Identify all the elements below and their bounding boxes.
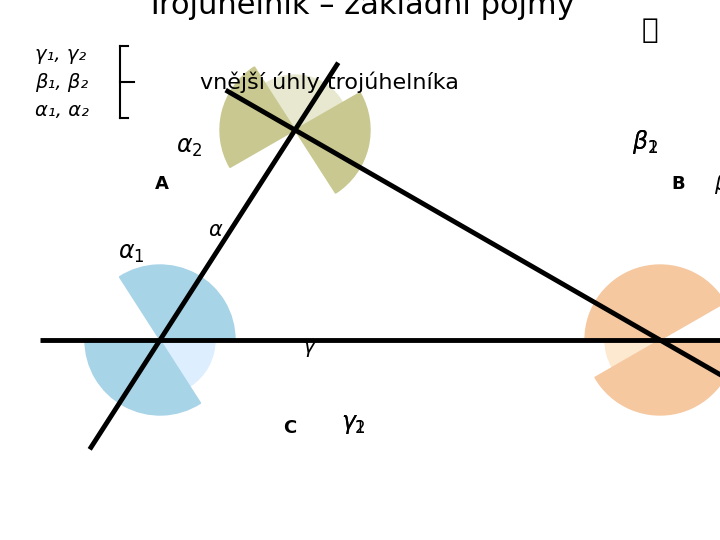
Wedge shape: [220, 67, 295, 167]
Text: $\beta$: $\beta$: [714, 172, 720, 195]
Text: γ₁, γ₂: γ₁, γ₂: [35, 44, 86, 64]
Text: $\gamma_1$: $\gamma_1$: [341, 412, 366, 436]
Wedge shape: [120, 265, 235, 340]
Text: β₁, β₂: β₁, β₂: [35, 72, 89, 91]
Text: C: C: [284, 419, 297, 437]
Text: Trojúhelník – základní pojmy: Trojúhelník – základní pojmy: [145, 0, 575, 20]
Text: $\alpha_2$: $\alpha_2$: [176, 136, 202, 159]
Text: α₁, α₂: α₁, α₂: [35, 100, 89, 119]
Text: $\beta_1$: $\beta_1$: [631, 128, 657, 156]
Text: B: B: [671, 175, 685, 193]
Text: $\alpha$: $\alpha$: [207, 220, 223, 240]
Wedge shape: [160, 340, 215, 386]
Text: A: A: [155, 175, 169, 193]
Text: $\beta_2$: $\beta_2$: [631, 128, 657, 156]
Wedge shape: [265, 75, 343, 130]
Wedge shape: [295, 92, 370, 193]
Text: $\gamma_2$: $\gamma_2$: [341, 412, 366, 436]
Text: $\alpha_1$: $\alpha_1$: [118, 241, 145, 265]
Wedge shape: [85, 340, 201, 415]
Text: $\gamma$: $\gamma$: [302, 339, 318, 359]
Wedge shape: [585, 265, 720, 340]
Wedge shape: [595, 340, 720, 415]
Text: vnější úhly trojúhelníka: vnější úhly trojúhelníka: [200, 71, 459, 93]
Wedge shape: [605, 340, 660, 367]
Text: 🏃: 🏃: [642, 16, 658, 44]
